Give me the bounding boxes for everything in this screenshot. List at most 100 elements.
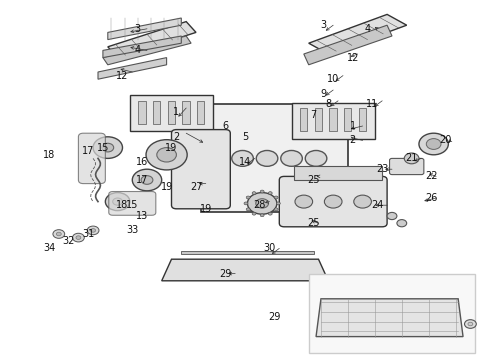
Text: 11: 11 [366, 99, 378, 109]
Circle shape [247, 193, 277, 214]
Text: 30: 30 [264, 243, 275, 253]
Text: 22: 22 [425, 171, 438, 181]
Circle shape [269, 192, 272, 194]
Text: 25: 25 [307, 175, 320, 185]
Circle shape [102, 143, 114, 152]
Circle shape [256, 199, 269, 208]
Text: 10: 10 [327, 74, 339, 84]
Text: 19: 19 [161, 182, 172, 192]
Text: 29: 29 [219, 269, 232, 279]
Text: 4: 4 [365, 24, 370, 34]
Circle shape [132, 169, 162, 191]
Circle shape [465, 320, 476, 328]
Text: 19: 19 [165, 143, 177, 153]
Text: 2: 2 [173, 132, 179, 142]
Text: 4: 4 [134, 45, 140, 55]
Circle shape [404, 153, 419, 164]
Circle shape [91, 229, 96, 232]
Text: 34: 34 [43, 243, 55, 253]
Text: 3: 3 [320, 20, 326, 30]
Circle shape [157, 148, 176, 162]
Circle shape [246, 208, 250, 211]
Text: 20: 20 [440, 135, 452, 145]
Text: 3: 3 [134, 24, 140, 34]
Polygon shape [103, 36, 181, 58]
Bar [359, 108, 366, 131]
Text: 27: 27 [190, 182, 202, 192]
Circle shape [274, 208, 278, 211]
Circle shape [397, 220, 407, 227]
Circle shape [73, 233, 84, 242]
Text: 16: 16 [136, 157, 148, 167]
Polygon shape [98, 58, 167, 79]
Bar [153, 101, 160, 124]
Text: 29: 29 [268, 312, 281, 322]
Text: 26: 26 [425, 193, 438, 203]
Text: 6: 6 [222, 121, 228, 131]
Circle shape [269, 212, 272, 215]
Circle shape [56, 232, 61, 236]
Bar [182, 101, 190, 124]
Text: 24: 24 [371, 200, 384, 210]
Circle shape [53, 230, 65, 238]
Circle shape [295, 195, 313, 208]
Text: 33: 33 [126, 225, 138, 235]
Polygon shape [108, 18, 181, 40]
FancyBboxPatch shape [201, 104, 348, 212]
Circle shape [105, 193, 130, 211]
FancyBboxPatch shape [172, 130, 230, 209]
Text: 19: 19 [200, 204, 212, 214]
Circle shape [141, 176, 153, 184]
Text: 17: 17 [82, 146, 95, 156]
Polygon shape [108, 22, 196, 58]
Text: 5: 5 [242, 132, 248, 142]
FancyBboxPatch shape [130, 95, 213, 131]
FancyBboxPatch shape [78, 133, 105, 184]
Text: 2: 2 [350, 135, 356, 145]
Bar [329, 108, 337, 131]
Circle shape [76, 236, 81, 239]
Text: 23: 23 [376, 164, 389, 174]
Bar [344, 108, 351, 131]
Bar [168, 101, 175, 124]
Text: 8: 8 [325, 99, 331, 109]
Text: 1: 1 [350, 121, 356, 131]
Circle shape [252, 192, 256, 194]
Text: 1: 1 [173, 107, 179, 117]
Text: 15: 15 [97, 143, 109, 153]
Bar [294, 166, 382, 180]
Circle shape [252, 212, 256, 215]
Bar [315, 108, 322, 131]
Circle shape [354, 195, 371, 208]
Text: 17: 17 [136, 175, 148, 185]
Circle shape [324, 195, 342, 208]
Bar [300, 108, 307, 131]
FancyBboxPatch shape [292, 103, 375, 139]
Circle shape [305, 150, 327, 166]
Text: 32: 32 [62, 236, 75, 246]
Text: 12: 12 [346, 53, 359, 63]
Text: 9: 9 [320, 89, 326, 99]
Text: 25: 25 [307, 218, 320, 228]
Circle shape [260, 214, 264, 217]
Bar [309, 274, 475, 353]
Circle shape [256, 150, 278, 166]
Circle shape [274, 196, 278, 199]
Circle shape [426, 139, 441, 149]
Polygon shape [316, 299, 463, 337]
Circle shape [87, 226, 99, 235]
Bar [138, 101, 146, 124]
Circle shape [246, 196, 250, 199]
FancyBboxPatch shape [109, 192, 156, 215]
FancyBboxPatch shape [279, 176, 387, 227]
FancyBboxPatch shape [390, 158, 424, 175]
Text: 18: 18 [43, 150, 55, 160]
Text: 28: 28 [253, 200, 266, 210]
Circle shape [232, 150, 253, 166]
Text: 18: 18 [117, 200, 128, 210]
Text: 21: 21 [405, 153, 418, 163]
Circle shape [387, 212, 397, 220]
Polygon shape [309, 14, 407, 54]
Circle shape [419, 133, 448, 155]
Bar [197, 101, 204, 124]
